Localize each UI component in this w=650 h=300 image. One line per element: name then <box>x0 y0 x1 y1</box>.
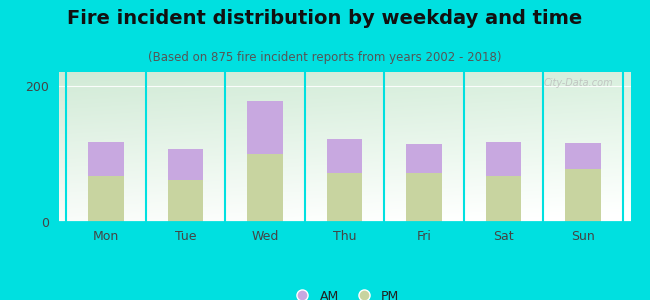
Text: City-Data.com: City-Data.com <box>543 78 614 88</box>
Bar <box>247 154 283 222</box>
Bar <box>88 176 124 222</box>
Bar <box>565 143 601 169</box>
Bar <box>168 180 203 222</box>
Bar <box>406 144 442 173</box>
Bar <box>247 100 283 154</box>
Bar <box>486 142 521 176</box>
Legend: AM, PM: AM, PM <box>289 290 400 300</box>
Bar <box>168 149 203 180</box>
Text: (Based on 875 fire incident reports from years 2002 - 2018): (Based on 875 fire incident reports from… <box>148 51 502 64</box>
Bar <box>565 169 601 222</box>
Bar <box>326 173 363 222</box>
Bar <box>326 139 363 173</box>
Bar <box>486 176 521 222</box>
Text: Fire incident distribution by weekday and time: Fire incident distribution by weekday an… <box>68 9 582 28</box>
Bar <box>406 173 442 222</box>
Bar <box>88 142 124 176</box>
